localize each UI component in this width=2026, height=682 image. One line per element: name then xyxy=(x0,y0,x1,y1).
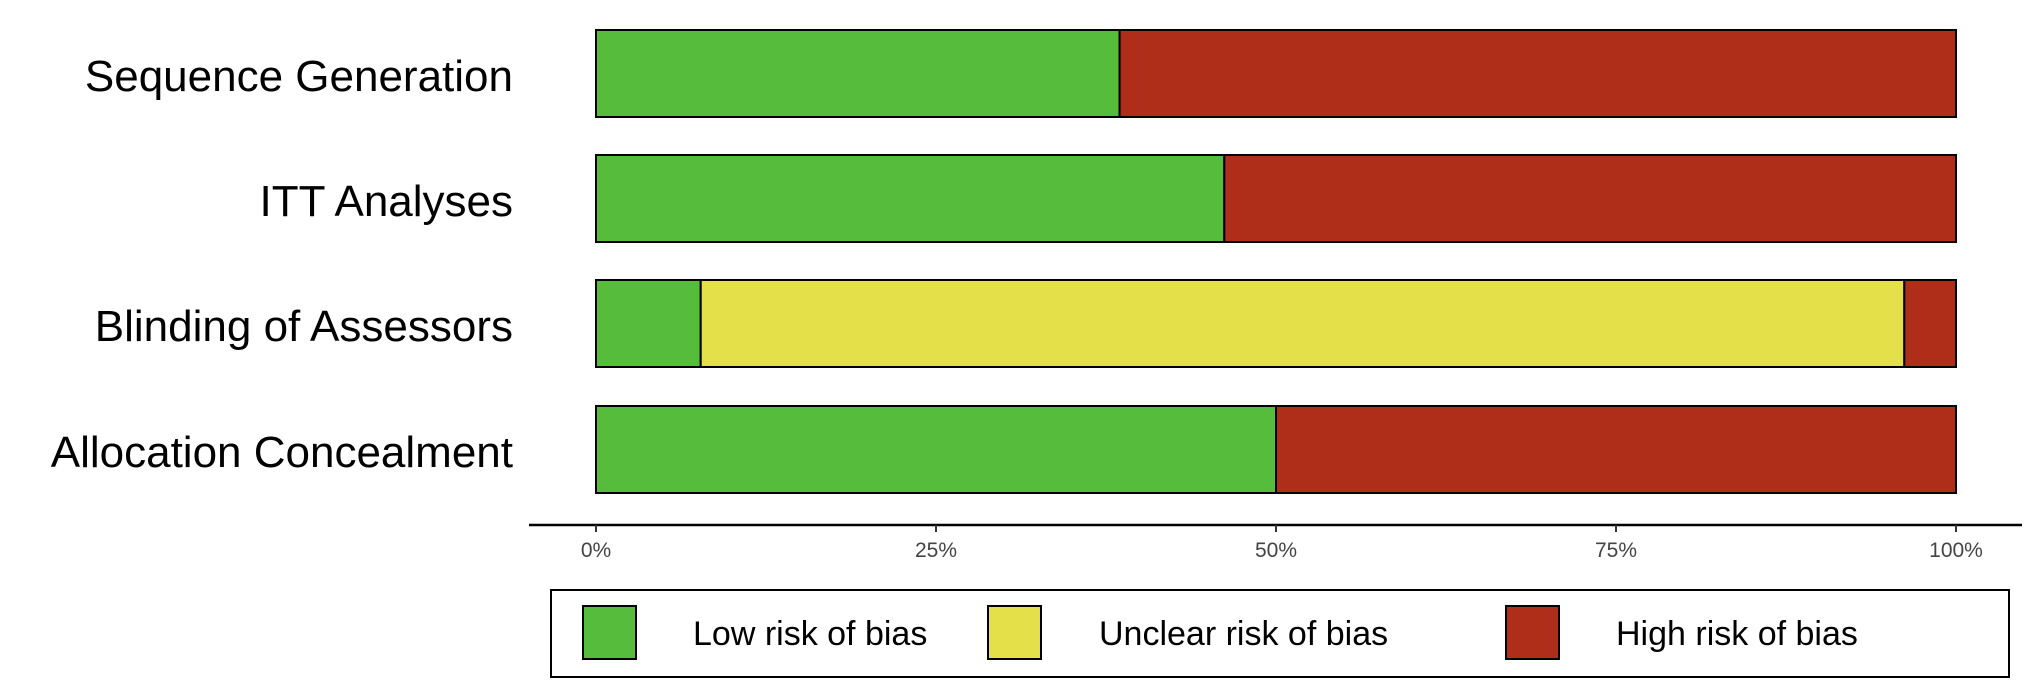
category-label: ITT Analyses xyxy=(259,177,513,226)
x-tick-label: 0% xyxy=(581,539,611,562)
legend-swatch-low xyxy=(582,605,637,660)
bar-segment-low xyxy=(595,405,1277,494)
legend: Low risk of bias Unclear risk of bias Hi… xyxy=(550,589,2010,678)
bar-segment-low xyxy=(595,29,1121,118)
legend-label-unclear: Unclear risk of bias xyxy=(1099,615,1388,653)
category-label: Sequence Generation xyxy=(85,52,513,101)
legend-frame xyxy=(550,589,2010,678)
x-tick-label: 25% xyxy=(915,539,957,562)
bar-segment-unclear xyxy=(699,279,1906,368)
x-axis-ticks: 0% 25% 50% 75% 100% xyxy=(581,525,1983,562)
bars xyxy=(595,29,1958,494)
category-labels: Sequence Generation ITT Analyses Blindin… xyxy=(51,52,513,477)
x-tick-label: 50% xyxy=(1255,539,1297,562)
category-label: Blinding of Assessors xyxy=(95,302,513,351)
category-label: Allocation Concealment xyxy=(51,428,513,477)
legend-label-high: High risk of bias xyxy=(1616,615,1858,653)
legend-swatch-high xyxy=(1505,605,1560,660)
x-tick-label: 75% xyxy=(1595,539,1637,562)
bar-segment-high xyxy=(1275,405,1957,494)
x-tick-label: 100% xyxy=(1929,539,1983,562)
bar-segment-low xyxy=(595,279,702,368)
bar-segment-high xyxy=(1118,29,1957,118)
bar-segment-high xyxy=(1903,279,1958,368)
bar-segment-low xyxy=(595,154,1226,243)
legend-label-low: Low risk of bias xyxy=(693,615,927,653)
bar-segment-high xyxy=(1223,154,1958,243)
legend-swatch-unclear xyxy=(987,605,1042,660)
